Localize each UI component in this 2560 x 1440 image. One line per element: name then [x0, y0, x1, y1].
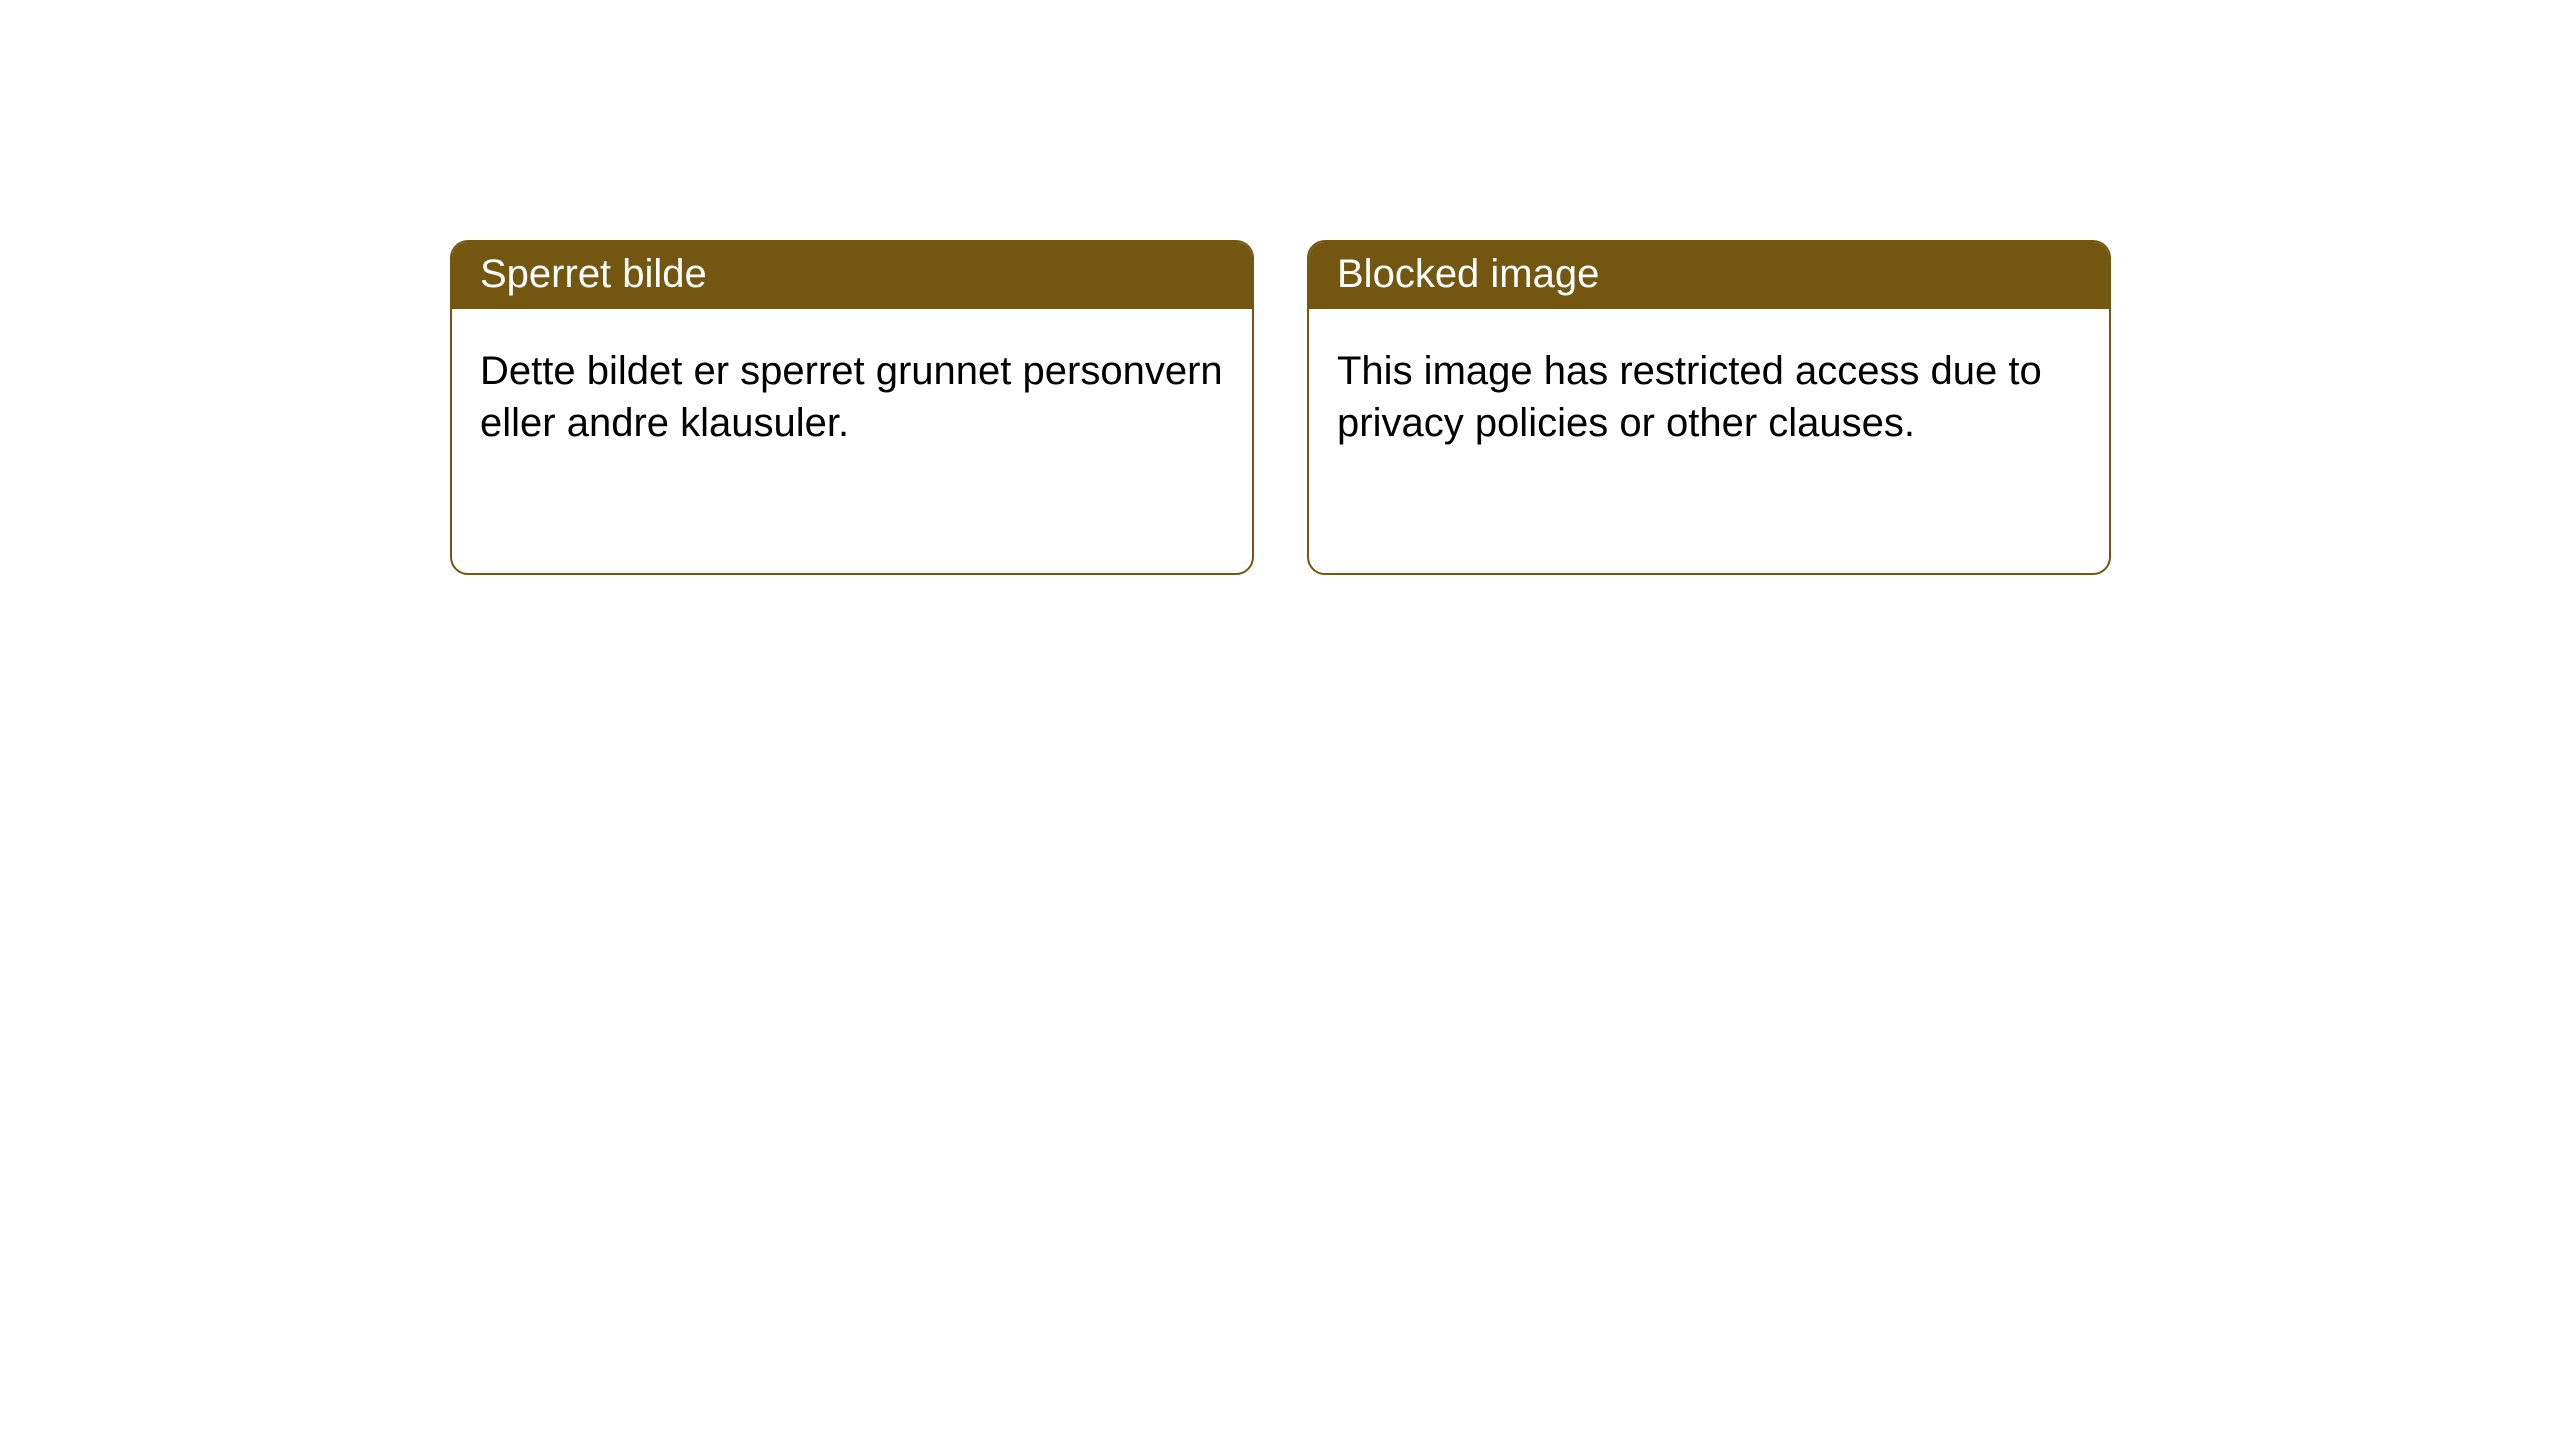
card-title: Blocked image [1337, 252, 1599, 296]
notice-container: Sperret bilde Dette bildet er sperret gr… [0, 0, 2560, 575]
blocked-image-card-en: Blocked image This image has restricted … [1307, 240, 2111, 575]
card-body: This image has restricted access due to … [1309, 309, 2109, 477]
card-header: Sperret bilde [452, 242, 1252, 309]
card-header: Blocked image [1309, 242, 2109, 309]
blocked-image-card-no: Sperret bilde Dette bildet er sperret gr… [450, 240, 1254, 575]
card-message: Dette bildet er sperret grunnet personve… [480, 349, 1223, 445]
card-title: Sperret bilde [480, 252, 707, 296]
card-message: This image has restricted access due to … [1337, 349, 2042, 445]
card-body: Dette bildet er sperret grunnet personve… [452, 309, 1252, 477]
